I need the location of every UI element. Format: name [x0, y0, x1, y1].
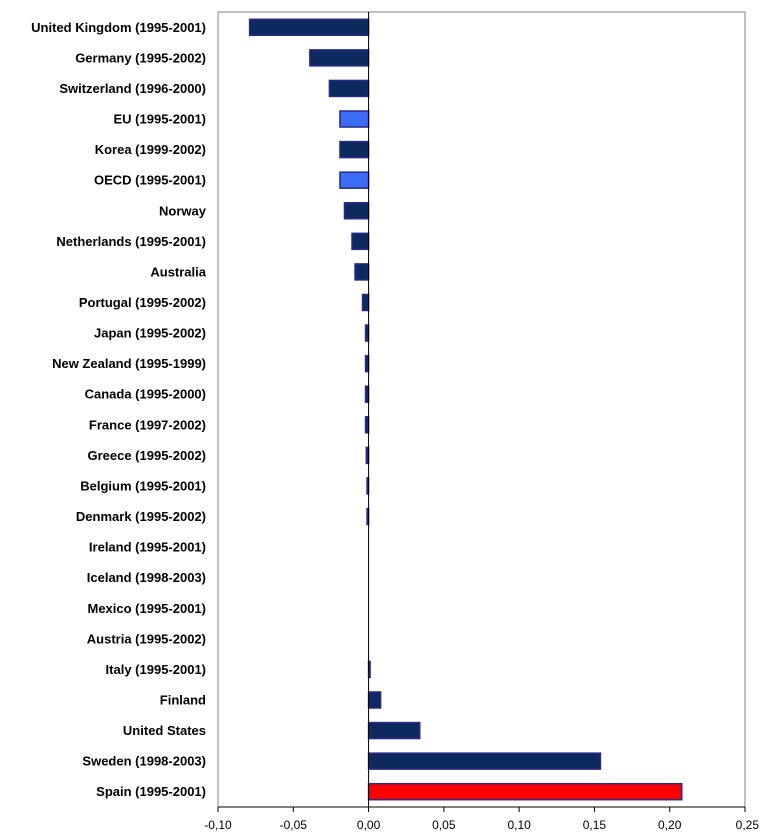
x-tick-label: 0,00 [357, 818, 381, 832]
bar [367, 691, 382, 709]
category-label: Canada (1995-2000) [85, 387, 206, 402]
category-label: Greece (1995-2002) [87, 448, 206, 463]
bar [367, 752, 602, 770]
category-label: Germany (1995-2002) [75, 50, 206, 65]
category-labels: United Kingdom (1995-2001) Germany (1995-… [31, 20, 207, 799]
category-label: United Kingdom (1995-2001) [31, 20, 206, 35]
category-label: Italy (1995-2001) [106, 662, 206, 677]
category-label: Belgium (1995-2001) [80, 478, 206, 493]
category-label: Portugal (1995-2002) [79, 295, 206, 310]
x-tick-label: 0,15 [583, 818, 607, 832]
category-label: Australia [150, 264, 206, 279]
category-label: Spain (1995-2001) [96, 784, 206, 799]
category-label: EU (1995-2001) [114, 112, 207, 127]
category-label: Switzerland (1996-2000) [59, 81, 206, 96]
category-label: Iceland (1998-2003) [87, 570, 206, 585]
x-tick-label: -0,05 [280, 818, 308, 832]
x-tick-label: 0,05 [432, 818, 456, 832]
x-ticks: -0,10 -0,05 0,00 0,05 0,10 0,15 0,20 0,25 [204, 807, 759, 832]
bar [248, 18, 370, 37]
category-label: OECD (1995-2001) [94, 173, 206, 188]
x-tick-label: 0,20 [658, 818, 682, 832]
category-label: Mexico (1995-2001) [87, 601, 206, 616]
bar [367, 721, 421, 740]
category-label: France (1997-2002) [89, 417, 206, 432]
category-label: Netherlands (1995-2001) [56, 234, 206, 249]
x-tick-label: -0,10 [204, 818, 232, 832]
plot-frame [217, 11, 746, 808]
category-label: Korea (1999-2002) [95, 142, 206, 157]
bar [328, 79, 370, 98]
bar [351, 232, 370, 251]
category-label: New Zealand (1995-1999) [52, 356, 206, 371]
bar [354, 263, 370, 281]
category-label: Denmark (1995-2002) [76, 509, 206, 524]
bar [361, 293, 370, 312]
category-label: Sweden (1998-2003) [82, 754, 206, 769]
bar [339, 140, 370, 159]
bars-group [248, 18, 683, 801]
x-tick-label: 0,25 [736, 818, 760, 832]
bar [343, 202, 370, 220]
category-label: Austria (1995-2002) [87, 631, 206, 646]
bar [367, 782, 683, 801]
category-label: Ireland (1995-2001) [89, 540, 206, 555]
bar [339, 171, 370, 189]
bar [309, 49, 370, 67]
x-tick-label: 0,10 [507, 818, 531, 832]
category-label: United States [123, 723, 206, 738]
category-label: Finland [160, 692, 206, 707]
category-label: Norway [159, 203, 207, 218]
category-label: Japan (1995-2002) [94, 326, 206, 341]
bar [339, 110, 370, 128]
